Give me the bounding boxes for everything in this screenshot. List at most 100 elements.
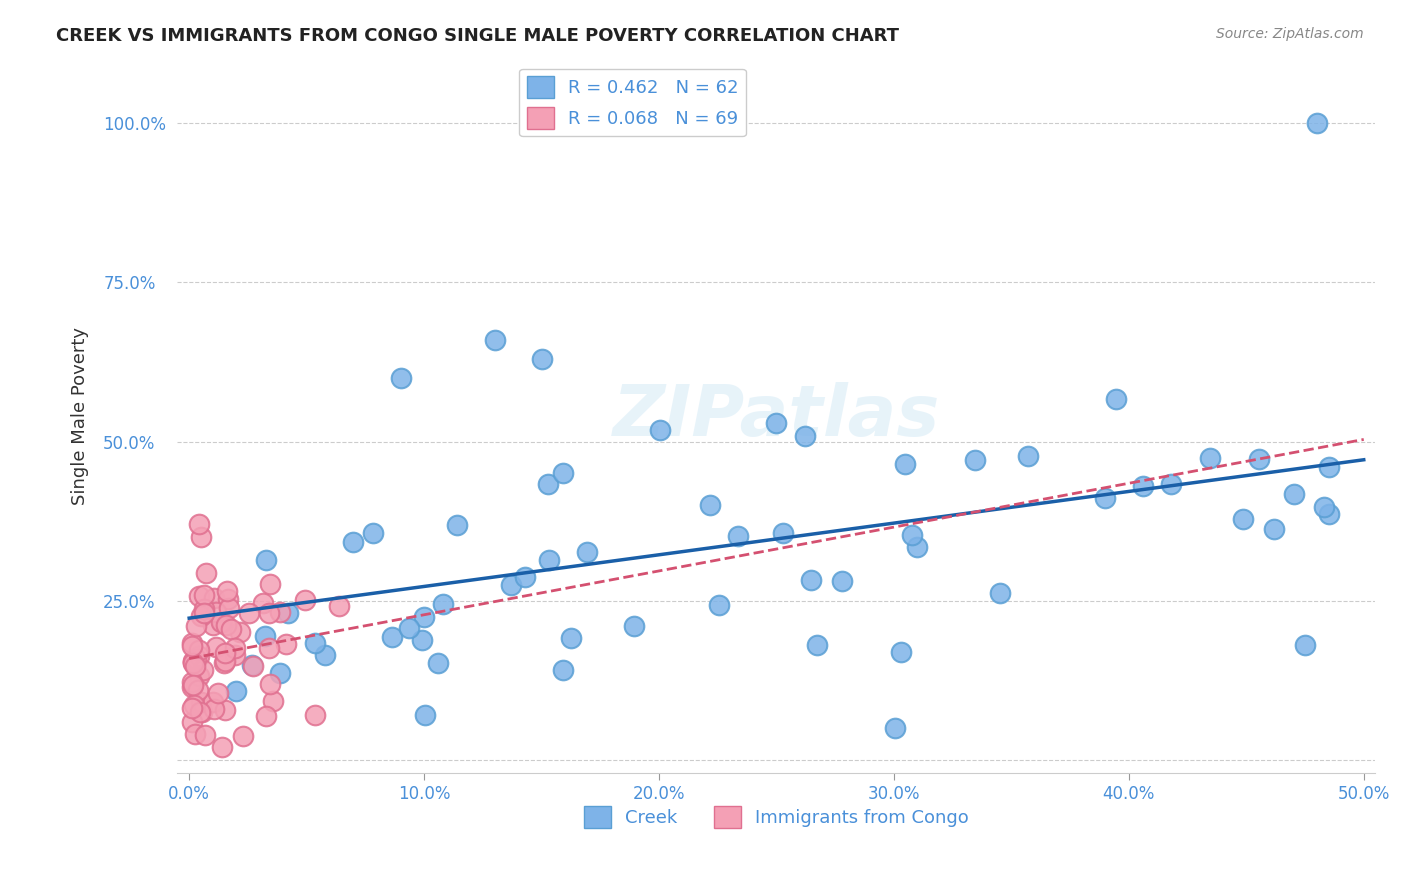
Immigrants from Congo (188, 706, 211, 720)
Y-axis label: Single Male Poverty: Single Male Poverty (72, 327, 89, 505)
Immigrants from Congo (190, 695, 212, 709)
Immigrants from Congo (190, 530, 212, 544)
Immigrants from Congo (242, 658, 264, 673)
Creek (765, 416, 787, 430)
Creek (389, 371, 412, 385)
Creek (484, 333, 506, 347)
Immigrants from Congo (184, 652, 207, 666)
Immigrants from Congo (187, 669, 209, 683)
Immigrants from Congo (254, 709, 277, 723)
Creek (988, 586, 1011, 600)
Immigrants from Congo (328, 599, 350, 613)
Creek (381, 630, 404, 644)
Creek (269, 666, 291, 681)
Creek (806, 639, 828, 653)
Immigrants from Congo (211, 615, 233, 630)
Creek (253, 628, 276, 642)
Creek (709, 598, 731, 612)
Text: ZIPatlas: ZIPatlas (613, 382, 941, 450)
Creek (277, 607, 299, 621)
Creek (1232, 511, 1254, 525)
Immigrants from Congo (217, 592, 239, 607)
Creek (560, 632, 582, 646)
Creek (342, 535, 364, 549)
Immigrants from Congo (224, 641, 246, 656)
Immigrants from Congo (204, 640, 226, 654)
Immigrants from Congo (218, 600, 240, 615)
Creek (772, 526, 794, 541)
Creek (1282, 487, 1305, 501)
Creek (314, 648, 336, 663)
Immigrants from Congo (224, 648, 246, 663)
Creek (499, 578, 522, 592)
Creek (1313, 500, 1336, 515)
Creek (553, 466, 575, 480)
Immigrants from Congo (191, 705, 214, 719)
Creek (412, 610, 434, 624)
Immigrants from Congo (183, 727, 205, 741)
Immigrants from Congo (259, 576, 281, 591)
Immigrants from Congo (201, 695, 224, 709)
Immigrants from Congo (214, 703, 236, 717)
Immigrants from Congo (181, 655, 204, 669)
Immigrants from Congo (193, 588, 215, 602)
Immigrants from Congo (202, 591, 225, 605)
Creek (893, 458, 915, 472)
Creek (1094, 491, 1116, 505)
Creek (415, 707, 437, 722)
Immigrants from Congo (183, 655, 205, 669)
Immigrants from Congo (217, 583, 239, 598)
Immigrants from Congo (259, 606, 281, 620)
Creek (699, 499, 721, 513)
Immigrants from Congo (205, 605, 228, 619)
Immigrants from Congo (180, 674, 202, 689)
Creek (648, 423, 671, 437)
Immigrants from Congo (294, 593, 316, 607)
Creek (240, 658, 263, 673)
Text: CREEK VS IMMIGRANTS FROM CONGO SINGLE MALE POVERTY CORRELATION CHART: CREEK VS IMMIGRANTS FROM CONGO SINGLE MA… (56, 27, 900, 45)
Immigrants from Congo (188, 589, 211, 603)
Creek (576, 545, 599, 559)
Creek (1017, 450, 1039, 464)
Creek (905, 540, 928, 554)
Immigrants from Congo (304, 707, 326, 722)
Immigrants from Congo (180, 635, 202, 649)
Immigrants from Congo (209, 615, 232, 629)
Immigrants from Congo (180, 639, 202, 653)
Creek (883, 721, 905, 735)
Immigrants from Congo (269, 605, 291, 619)
Creek (513, 570, 536, 584)
Immigrants from Congo (184, 659, 207, 673)
Creek (1198, 451, 1220, 466)
Creek (398, 621, 420, 635)
Immigrants from Congo (180, 681, 202, 695)
Immigrants from Congo (190, 608, 212, 623)
Immigrants from Congo (187, 643, 209, 657)
Immigrants from Congo (187, 649, 209, 664)
Immigrants from Congo (187, 517, 209, 532)
Creek (1317, 507, 1340, 521)
Creek (727, 529, 749, 543)
Creek (432, 597, 454, 611)
Immigrants from Congo (181, 678, 204, 692)
Creek (225, 684, 247, 698)
Immigrants from Congo (259, 641, 281, 656)
Immigrants from Congo (204, 702, 226, 716)
Creek (965, 453, 987, 467)
Creek (1160, 477, 1182, 491)
Immigrants from Congo (231, 729, 253, 743)
Immigrants from Congo (193, 606, 215, 620)
Creek (800, 573, 823, 587)
Immigrants from Congo (181, 656, 204, 670)
Immigrants from Congo (262, 694, 284, 708)
Immigrants from Congo (194, 728, 217, 742)
Immigrants from Congo (193, 602, 215, 616)
Creek (831, 574, 853, 588)
Immigrants from Congo (228, 625, 250, 640)
Creek (1317, 460, 1340, 475)
Creek (1249, 452, 1271, 467)
Creek (254, 553, 277, 567)
Immigrants from Congo (214, 654, 236, 668)
Creek (1132, 479, 1154, 493)
Immigrants from Congo (202, 618, 225, 632)
